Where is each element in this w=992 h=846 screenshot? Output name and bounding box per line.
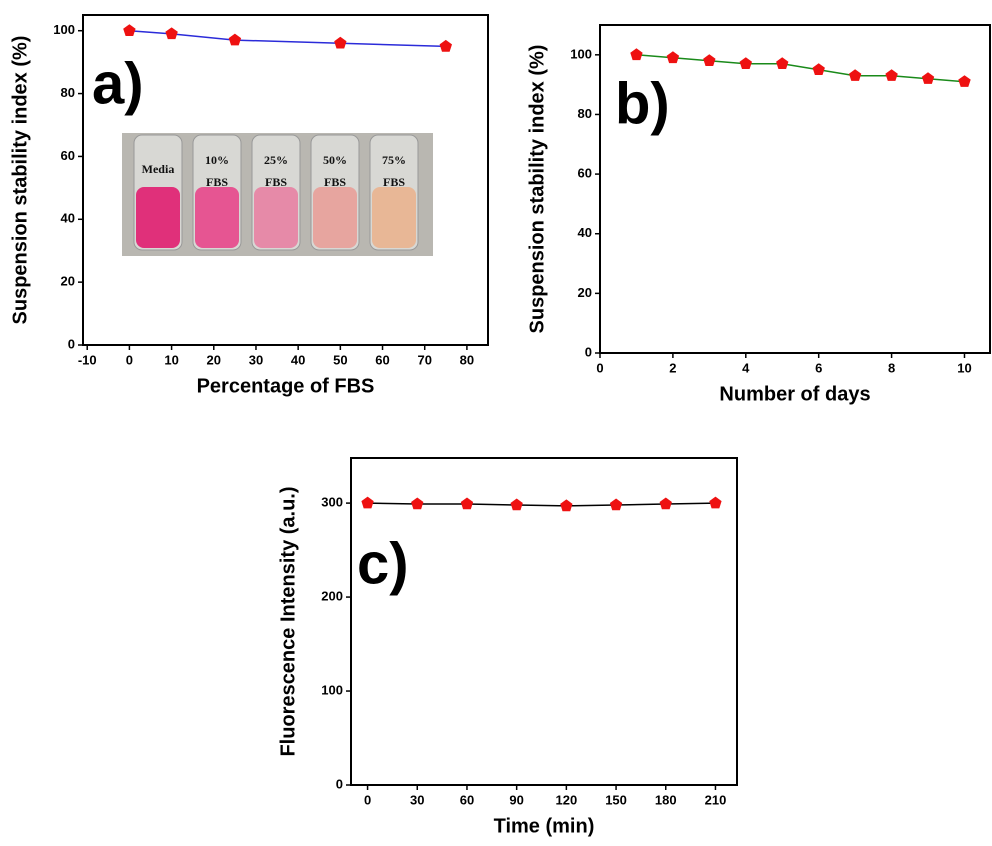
y-tick-label: 60	[578, 166, 592, 181]
x-tick-label: 80	[460, 352, 474, 367]
data-point	[659, 497, 672, 510]
y-tick-label: 200	[321, 589, 343, 604]
x-tick-label: 10	[164, 352, 178, 367]
inset-label: FBS	[265, 175, 287, 189]
data-point	[885, 69, 898, 81]
x-tick-label: 0	[596, 360, 603, 375]
series-line	[367, 502, 716, 507]
y-axis-title: Suspension stability index (%)	[526, 45, 548, 334]
data-point	[123, 24, 136, 36]
x-tick-label: 120	[556, 792, 578, 807]
data-point	[812, 63, 825, 75]
x-tick-label: 0	[364, 792, 371, 807]
data-point	[411, 497, 424, 510]
data-point	[739, 57, 752, 69]
data-point	[510, 498, 523, 511]
data-point	[921, 72, 935, 84]
data-point	[776, 57, 789, 69]
inset-label: 75%	[382, 153, 406, 167]
inset-label: FBS	[206, 175, 228, 189]
series-line	[636, 54, 965, 83]
tube-liquid	[136, 187, 180, 248]
data-point	[958, 75, 971, 87]
x-tick-label: 4	[742, 360, 750, 375]
y-axis-title: Fluorescence Intensity (a.u.)	[277, 486, 299, 756]
y-tick-label: 20	[578, 285, 592, 300]
inset-label: 50%	[323, 153, 347, 167]
x-tick-label: 0	[126, 352, 133, 367]
y-tick-label: 40	[578, 225, 592, 240]
x-tick-label: 70	[417, 352, 431, 367]
tube-liquid	[195, 187, 239, 248]
data-point	[228, 33, 242, 46]
data-point	[609, 498, 623, 511]
data-point	[165, 27, 178, 40]
data-point	[709, 496, 722, 509]
inset-label: 10%	[205, 153, 229, 167]
y-tick-label: 0	[336, 776, 343, 791]
data-point	[630, 48, 643, 61]
tube-liquid	[254, 187, 298, 248]
x-tick-label: 8	[888, 360, 895, 375]
plot-frame	[82, 14, 489, 346]
y-tick-label: 60	[61, 148, 75, 163]
data-point	[460, 497, 474, 510]
y-axis-title: Suspension stability index (%)	[9, 36, 31, 325]
y-tick-label: 100	[570, 46, 592, 61]
x-tick-label: 10	[957, 360, 971, 375]
y-tick-label: 80	[61, 85, 75, 100]
x-tick-label: 50	[333, 352, 347, 367]
y-tick-label: 0	[585, 344, 592, 359]
data-point	[849, 69, 862, 81]
x-tick-label: 90	[509, 792, 523, 807]
data-point	[361, 496, 374, 509]
y-tick-label: 80	[578, 106, 592, 121]
inset-label: 25%	[264, 153, 288, 167]
data-point	[703, 54, 716, 66]
y-tick-label: 0	[68, 336, 75, 351]
inset-label: FBS	[383, 175, 405, 189]
panel-label: c)	[357, 531, 409, 596]
x-tick-label: 180	[655, 792, 677, 807]
y-tick-label: 20	[61, 274, 75, 289]
x-tick-label: 150	[605, 792, 627, 807]
y-tick-label: 100	[321, 682, 343, 697]
plot-frame	[599, 24, 991, 354]
x-tick-label: -10	[78, 352, 97, 367]
x-tick-label: 20	[207, 352, 221, 367]
data-point	[334, 36, 347, 49]
x-tick-label: 2	[669, 360, 676, 375]
x-tick-label: 30	[249, 352, 263, 367]
x-axis-title: Time (min)	[494, 815, 595, 837]
plot-frame	[350, 457, 738, 786]
panel-label: b)	[615, 71, 670, 136]
y-tick-label: 300	[321, 495, 343, 510]
data-point	[666, 51, 680, 64]
x-tick-label: 60	[375, 352, 389, 367]
y-tick-label: 100	[53, 22, 75, 37]
x-axis-title: Percentage of FBS	[197, 375, 375, 397]
x-tick-label: 60	[460, 792, 474, 807]
panel-label: a)	[92, 51, 144, 116]
x-axis-title: Number of days	[719, 383, 870, 405]
x-tick-label: 30	[410, 792, 424, 807]
tube-liquid	[372, 187, 416, 248]
inset-label: Media	[142, 162, 175, 176]
data-point	[560, 499, 573, 512]
x-tick-label: 6	[815, 360, 822, 375]
x-tick-label: 210	[705, 792, 727, 807]
x-tick-label: 40	[291, 352, 305, 367]
data-point	[439, 39, 452, 52]
inset-label: FBS	[324, 175, 346, 189]
y-tick-label: 40	[61, 211, 75, 226]
tube-liquid	[313, 187, 357, 248]
